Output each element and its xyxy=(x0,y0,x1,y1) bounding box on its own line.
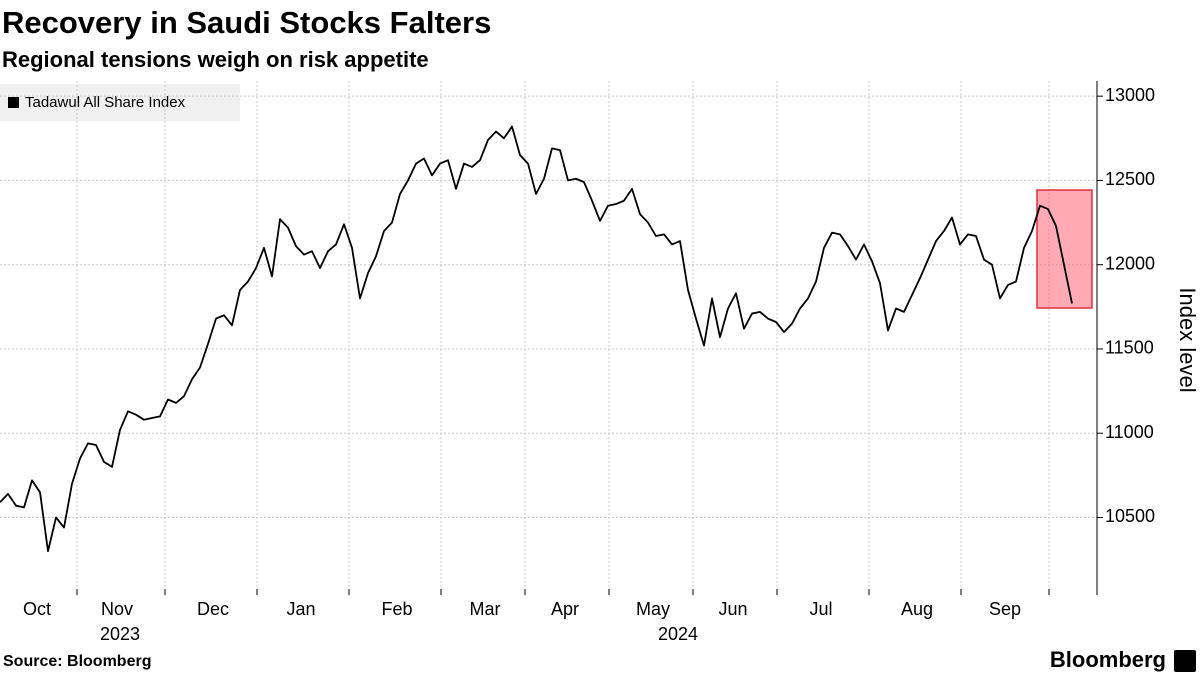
x-tick-label: Dec xyxy=(197,599,229,619)
x-group-label: 2023 xyxy=(100,624,140,644)
legend-label: Tadawul All Share Index xyxy=(25,94,186,111)
x-tick-label: Oct xyxy=(23,599,51,619)
x-tick-label: Mar xyxy=(470,599,501,619)
legend-box xyxy=(0,84,240,121)
y-tick-label: 13000 xyxy=(1105,85,1155,105)
x-tick-label: Sep xyxy=(989,599,1021,619)
x-tick-label: Feb xyxy=(381,599,412,619)
y-tick-label: 11500 xyxy=(1105,338,1154,358)
chart-subtitle: Regional tensions weigh on risk appetite xyxy=(2,47,429,72)
y-tick-label: 12500 xyxy=(1105,169,1155,189)
chart-title: Recovery in Saudi Stocks Falters xyxy=(2,5,491,40)
legend-swatch xyxy=(8,97,19,108)
x-tick-label: Aug xyxy=(901,599,933,619)
y-tick-label: 12000 xyxy=(1105,253,1155,273)
y-tick-label: 10500 xyxy=(1105,506,1155,526)
legend: Tadawul All Share Index xyxy=(0,84,240,121)
highlight-box xyxy=(1036,189,1093,309)
y-axis-label: Index level xyxy=(1175,287,1200,392)
brand-icon xyxy=(1174,650,1196,672)
brand: Bloomberg xyxy=(1050,647,1166,672)
x-group-label: 2024 xyxy=(658,624,698,644)
x-tick-label: Jul xyxy=(809,599,832,619)
source: Source: Bloomberg xyxy=(3,653,151,670)
line-series xyxy=(0,125,1073,553)
y-tick-label: 11000 xyxy=(1105,422,1154,442)
x-tick-label: Jan xyxy=(286,599,315,619)
x-tick-label: Apr xyxy=(551,599,579,619)
x-tick-label: Jun xyxy=(718,599,747,619)
x-tick-label: Nov xyxy=(101,599,133,619)
x-tick-label: May xyxy=(636,599,670,619)
